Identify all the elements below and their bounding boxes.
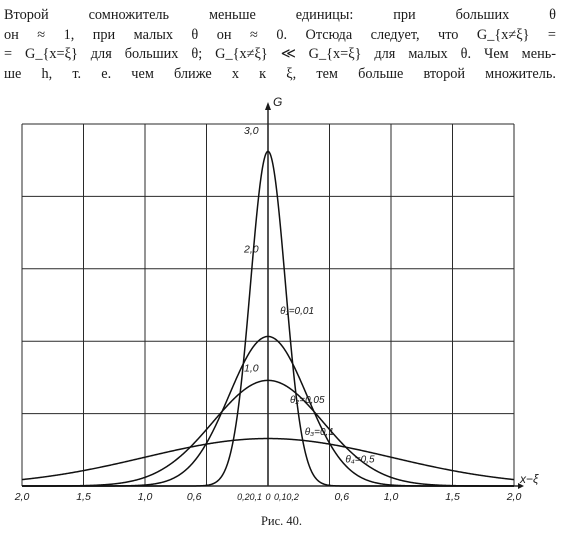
series-label-1: θ₁=0,01: [280, 306, 314, 317]
chart-grid: [21, 123, 515, 487]
x-tick-label-7: 0,1: [274, 492, 287, 502]
text-line-4: ше h, т. е. чем ближе x к ξ, тем больше …: [4, 65, 556, 82]
y-tick-label-0: 1,0: [244, 362, 259, 374]
text-line-3: = G_{x=ξ} для больших θ; G_{x≠ξ} ≪ G_{x=…: [4, 46, 556, 62]
y-tick-label-2: 3,0: [244, 125, 259, 137]
y-axis-label: G: [273, 96, 282, 109]
x-tick-label-12: 2,0: [506, 491, 522, 503]
gaussian-figure: x−ξG1,02,03,02,0 1,5 1,0 0,6 0,2 0,1 0 0,1 0,2 0,…: [14, 96, 539, 503]
x-tick-label-1: 1,5: [76, 491, 91, 503]
x-tick-label-6: 0: [265, 492, 270, 502]
text-line-1: Второй сомножитель меньше единицы: при б…: [4, 7, 556, 23]
series-label-4: θ₄=0,5: [345, 454, 375, 465]
chart-curves: [21, 150, 515, 487]
curve-2: [22, 335, 514, 487]
x-tick-label-10: 1,0: [384, 491, 399, 503]
x-axis-label: x−ξ: [519, 472, 539, 486]
x-tick-label-0: 2,0: [14, 491, 30, 503]
series-label-2: θ₂=0,05: [290, 395, 325, 406]
x-tick-label-3: 0,6: [187, 491, 202, 503]
x-tick-label-11: 1,5: [445, 491, 460, 503]
text-line-2: он ≈ 1, при малых θ он ≈ 0. Отсюда следу…: [4, 26, 556, 43]
body-paragraph: Второй сомножитель меньше единицы: при б…: [4, 6, 556, 84]
x-tick-label-2: 1,0: [138, 491, 153, 503]
chart-axes: [265, 102, 524, 489]
x-tick-label-9: 0,6: [334, 491, 349, 503]
x-tick-label-8: 0,2: [286, 492, 299, 502]
x-tick-label-4: 0,2: [237, 492, 250, 502]
curve-4: [21, 437, 515, 481]
curve-3: [21, 379, 515, 487]
chart-labels: x−ξG1,02,03,02,0 1,5 1,0 0,6 0,2 0,1 0 0,1 0,2 0,…: [14, 96, 539, 503]
y-tick-label-1: 2,0: [243, 244, 259, 256]
figure-caption: Рис. 40.: [260, 514, 303, 528]
x-axis-arrow: [518, 483, 524, 489]
series-label-3: θ₃=0,1: [305, 427, 334, 438]
y-axis-arrow: [265, 102, 271, 110]
x-tick-label-5: 0,1: [249, 492, 262, 502]
